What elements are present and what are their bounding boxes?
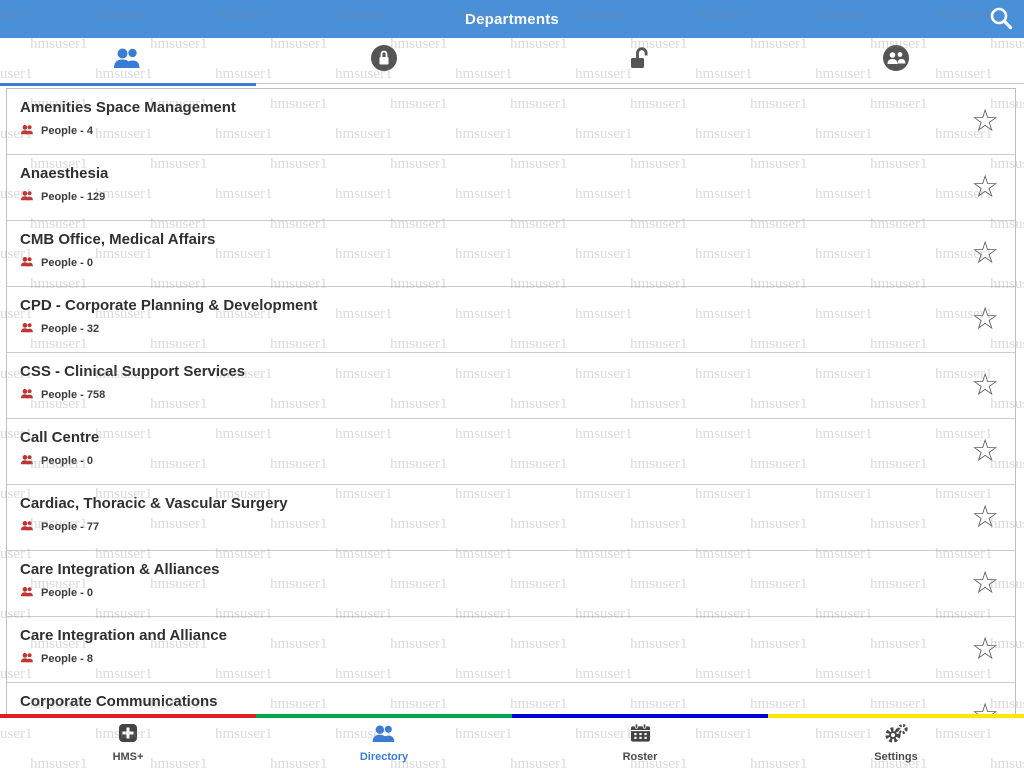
department-people-count: People - 4 xyxy=(41,125,93,137)
footer-stripe xyxy=(0,714,1024,718)
tab-locked[interactable] xyxy=(256,38,512,83)
gear-icon xyxy=(883,723,909,748)
department-name: CMB Office, Medical Affairs xyxy=(20,231,216,248)
department-people-count: People - 758 xyxy=(41,389,106,401)
stripe-segment xyxy=(256,714,512,718)
people-count-icon xyxy=(20,584,35,602)
department-name: CPD - Corporate Planning & Development xyxy=(20,297,318,314)
people-count-icon xyxy=(20,188,35,206)
department-row[interactable]: Amenities Space Management People - 4 ☆ xyxy=(7,89,1015,155)
department-name: Corporate Communications xyxy=(20,693,218,710)
people-count-icon xyxy=(20,122,35,140)
nav-label-settings: Settings xyxy=(874,751,918,763)
people-icon xyxy=(112,47,144,74)
page-title: Departments xyxy=(465,10,559,28)
department-name: Cardiac, Thoracic & Vascular Surgery xyxy=(20,495,288,512)
bottom-nav-bar: HMS+ Directory xyxy=(0,718,1024,768)
stripe-segment xyxy=(512,714,768,718)
people-count-icon xyxy=(20,254,35,272)
department-list: Amenities Space Management People - 4 ☆ … xyxy=(6,88,1016,750)
nav-label-roster: Roster xyxy=(622,751,658,763)
department-name: Care Integration & Alliances xyxy=(20,561,220,578)
department-row[interactable]: CSS - Clinical Support Services People -… xyxy=(7,353,1015,419)
hms-icon xyxy=(118,723,138,748)
department-people-count: People - 0 xyxy=(41,455,93,467)
department-name: Amenities Space Management xyxy=(20,99,236,116)
people-count-icon xyxy=(20,650,35,668)
tab-unlocked[interactable] xyxy=(512,38,768,83)
department-people-row: People - 0 xyxy=(20,452,1015,470)
department-people-count: People - 8 xyxy=(41,653,93,665)
tab-bar xyxy=(0,38,1024,86)
department-row[interactable]: Anaesthesia People - 129 ☆ xyxy=(7,155,1015,221)
favorite-star-icon[interactable]: ☆ xyxy=(971,234,999,271)
department-row[interactable]: Care Integration and Alliance People - 8… xyxy=(7,617,1015,683)
nav-item-directory[interactable]: Directory xyxy=(256,718,512,768)
department-name: Call Centre xyxy=(20,429,100,446)
department-people-row: People - 758 xyxy=(20,386,1015,404)
calendar-icon xyxy=(630,723,651,748)
department-people-count: People - 77 xyxy=(41,521,100,533)
people-count-icon xyxy=(20,320,35,338)
favorite-star-icon[interactable]: ☆ xyxy=(971,168,999,205)
favorite-star-icon[interactable]: ☆ xyxy=(971,630,999,667)
department-row[interactable]: CPD - Corporate Planning & Development P… xyxy=(7,287,1015,353)
nav-label-hms: HMS+ xyxy=(112,751,144,763)
department-people-row: People - 129 xyxy=(20,188,1015,206)
favorite-star-icon[interactable]: ☆ xyxy=(971,432,999,469)
directory-people-icon xyxy=(371,724,398,748)
department-row[interactable]: CMB Office, Medical Affairs People - 0 ☆ xyxy=(7,221,1015,287)
department-people-row: People - 0 xyxy=(20,584,1015,602)
favorite-star-icon[interactable]: ☆ xyxy=(971,300,999,337)
nav-item-roster[interactable]: Roster xyxy=(512,718,768,768)
lock-icon xyxy=(370,44,398,77)
header-bar: Departments xyxy=(0,0,1024,38)
favorite-star-icon[interactable]: ☆ xyxy=(971,498,999,535)
stripe-segment xyxy=(0,714,256,718)
unlock-icon xyxy=(628,45,652,76)
department-people-row: People - 8 xyxy=(20,650,1015,668)
department-name: Anaesthesia xyxy=(20,165,109,182)
tab-groups[interactable] xyxy=(768,38,1024,83)
department-people-row: People - 77 xyxy=(20,518,1015,536)
favorite-star-icon[interactable]: ☆ xyxy=(971,102,999,139)
department-name: CSS - Clinical Support Services xyxy=(20,363,246,380)
people-count-icon xyxy=(20,386,35,404)
department-people-row: People - 32 xyxy=(20,320,1015,338)
department-people-count: People - 0 xyxy=(41,257,93,269)
group-circle-icon xyxy=(882,44,910,77)
people-count-icon xyxy=(20,518,35,536)
department-name: Care Integration and Alliance xyxy=(20,627,227,644)
people-count-icon xyxy=(20,452,35,470)
search-icon xyxy=(988,5,1014,34)
nav-item-hms[interactable]: HMS+ xyxy=(0,718,256,768)
nav-item-settings[interactable]: Settings xyxy=(768,718,1024,768)
favorite-star-icon[interactable]: ☆ xyxy=(971,366,999,403)
search-button[interactable] xyxy=(986,5,1016,33)
tab-people[interactable] xyxy=(0,38,256,86)
department-people-row: People - 0 xyxy=(20,254,1015,272)
department-row[interactable]: Care Integration & Alliances People - 0 … xyxy=(7,551,1015,617)
department-people-count: People - 0 xyxy=(41,587,93,599)
stripe-segment xyxy=(768,714,1024,718)
favorite-star-icon[interactable]: ☆ xyxy=(971,564,999,601)
department-people-row: People - 4 xyxy=(20,122,1015,140)
department-people-count: People - 129 xyxy=(41,191,106,203)
nav-label-directory: Directory xyxy=(359,750,409,763)
department-row[interactable]: Cardiac, Thoracic & Vascular Surgery Peo… xyxy=(7,485,1015,551)
department-row[interactable]: Call Centre People - 0 ☆ xyxy=(7,419,1015,485)
department-people-count: People - 32 xyxy=(41,323,100,335)
